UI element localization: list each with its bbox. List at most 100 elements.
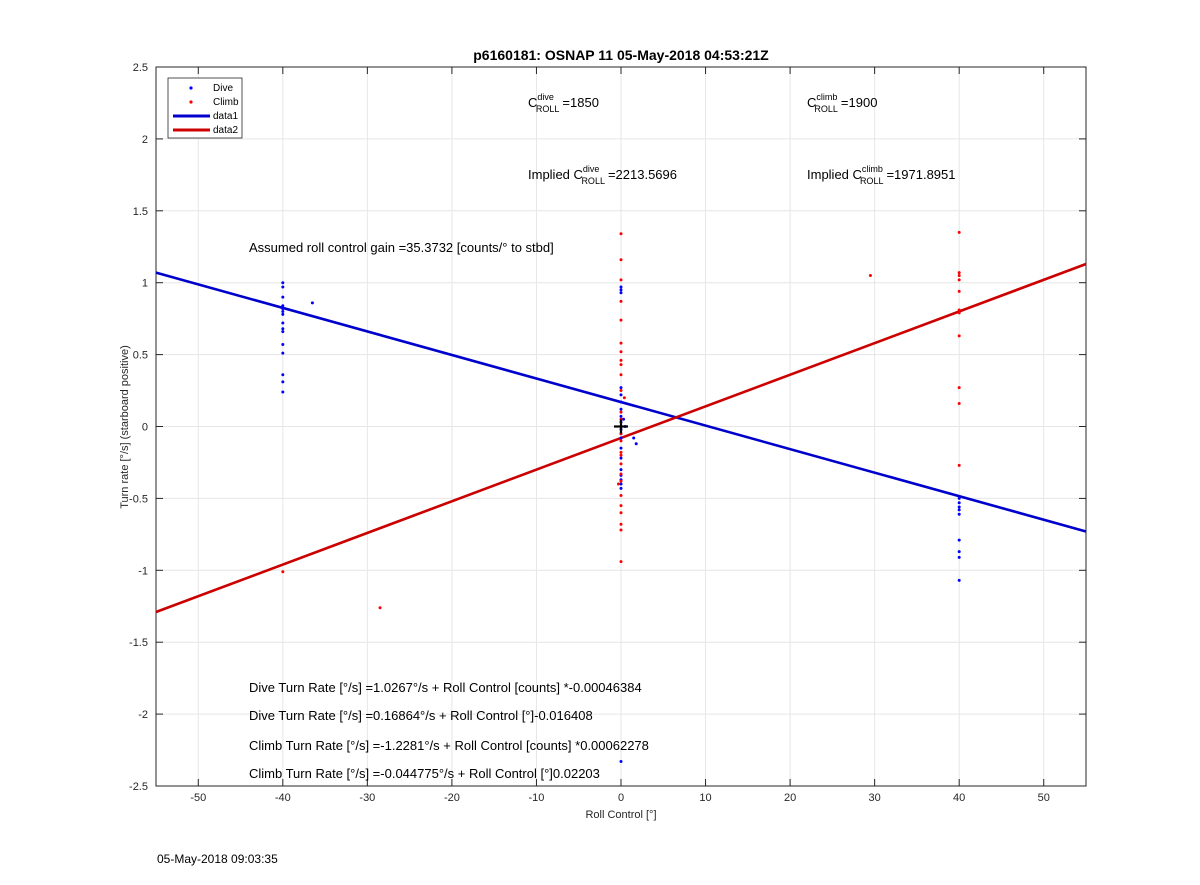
point-climb <box>957 311 961 315</box>
point-climb <box>619 528 623 532</box>
point-climb <box>619 504 623 508</box>
point-dive <box>281 351 285 355</box>
x-tick-label: -10 <box>529 792 545 804</box>
c-climb-value: =1900 <box>841 95 878 110</box>
data-points <box>281 230 961 764</box>
x-tick-label: 30 <box>869 792 881 804</box>
y-tick-label: -2 <box>138 709 148 721</box>
point-climb <box>619 439 623 443</box>
tick-labels: -50 -40 -30 -20 -10 0 10 20 30 40 50-2.5-2-1.5-1-0… <box>129 62 1050 804</box>
x-tick-label: -20 <box>444 792 460 804</box>
legend-climb-label: Climb <box>213 97 239 108</box>
point-dive <box>619 456 623 460</box>
point-dive <box>281 373 285 377</box>
x-tick-label: 20 <box>784 792 796 804</box>
point-dive <box>619 446 623 450</box>
y-tick-label: -1.5 <box>129 637 148 649</box>
implied-climb-sub: ROLL <box>860 176 884 186</box>
point-climb <box>868 274 872 278</box>
point-dive <box>957 508 961 512</box>
point-climb <box>616 482 620 486</box>
point-dive <box>281 285 285 289</box>
point-climb <box>619 511 623 515</box>
point-dive <box>281 327 285 331</box>
c-climb-sub: ROLL <box>814 104 838 114</box>
legend-data1-label: data1 <box>213 111 238 122</box>
point-climb <box>619 258 623 262</box>
point-climb <box>957 278 961 282</box>
point-climb <box>619 318 623 322</box>
point-climb <box>957 274 961 278</box>
point-climb <box>619 560 623 564</box>
point-climb <box>957 271 961 275</box>
point-climb <box>957 334 961 338</box>
point-climb <box>622 396 626 400</box>
point-dive <box>957 555 961 559</box>
equation-climb-degrees: Climb Turn Rate [°/s] =-0.044775°/s + Ro… <box>249 766 600 781</box>
gain-annotation: Assumed roll control gain =35.3732 [coun… <box>249 240 554 255</box>
c-dive-letter: C <box>528 95 537 110</box>
c-climb-annotation: Cclimb ROLL =1900 <box>807 92 877 114</box>
point-climb <box>281 570 285 574</box>
point-dive <box>957 538 961 542</box>
y-tick-label: -0.5 <box>129 493 148 505</box>
c-dive-value: =1850 <box>562 95 599 110</box>
point-dive <box>281 330 285 334</box>
point-climb <box>619 472 623 476</box>
y-tick-label: 0 <box>142 422 148 434</box>
point-climb <box>619 373 623 377</box>
point-dive <box>619 291 623 295</box>
implied-dive-value: =2213.5696 <box>608 167 677 182</box>
point-dive <box>619 760 623 764</box>
x-tick-label: 50 <box>1038 792 1050 804</box>
c-climb-sup: climb <box>816 92 837 102</box>
point-dive <box>619 285 623 289</box>
point-dive <box>619 468 623 472</box>
y-tick-label: -1 <box>138 565 148 577</box>
point-dive <box>281 343 285 347</box>
legend-climb-marker <box>189 100 193 104</box>
point-climb <box>619 522 623 526</box>
equation-dive-degrees: Dive Turn Rate [°/s] =0.16864°/s + Roll … <box>249 708 593 723</box>
y-tick-label: 0.5 <box>133 350 148 362</box>
point-climb <box>619 462 623 466</box>
point-dive <box>281 309 285 313</box>
x-tick-label: 40 <box>953 792 965 804</box>
point-climb <box>619 341 623 345</box>
point-climb <box>378 606 382 610</box>
legend-data2-label: data2 <box>213 125 238 136</box>
point-climb <box>619 450 623 454</box>
point-dive <box>619 400 623 404</box>
point-dive <box>281 321 285 325</box>
equation-climb-counts: Climb Turn Rate [°/s] =-1.2281°/s + Roll… <box>249 738 649 753</box>
legend: Dive Climb data1 data2 <box>167 77 243 139</box>
point-climb <box>619 494 623 498</box>
point-dive <box>281 281 285 285</box>
point-climb <box>957 308 961 312</box>
point-climb <box>619 232 623 236</box>
point-dive <box>619 414 623 418</box>
point-climb <box>619 350 623 354</box>
y-axis-label: Turn rate [°/s] (starboard positive) <box>119 345 131 509</box>
point-dive <box>281 307 285 311</box>
point-dive <box>957 505 961 509</box>
equation-dive-counts: Dive Turn Rate [°/s] =1.0267°/s + Roll C… <box>249 680 642 695</box>
point-climb <box>619 479 623 483</box>
ticks <box>156 66 1086 787</box>
point-dive <box>619 436 623 440</box>
implied-dive-sub: ROLL <box>581 176 605 186</box>
point-dive <box>281 304 285 308</box>
x-tick-label: -30 <box>359 792 375 804</box>
point-climb <box>619 363 623 367</box>
point-dive <box>632 436 636 440</box>
y-tick-label: 1.5 <box>133 206 148 218</box>
point-dive <box>310 301 314 305</box>
point-dive <box>957 578 961 582</box>
c-dive-annotation: Cdive ROLL =1850 <box>528 92 599 114</box>
point-dive <box>281 312 285 316</box>
point-climb <box>619 358 623 362</box>
x-tick-label: 10 <box>699 792 711 804</box>
point-climb <box>619 278 623 282</box>
implied-climb-prefix: Implied C <box>807 167 862 182</box>
implied-climb-annotation: Implied Cclimb ROLL =1971.8951 <box>807 164 956 186</box>
